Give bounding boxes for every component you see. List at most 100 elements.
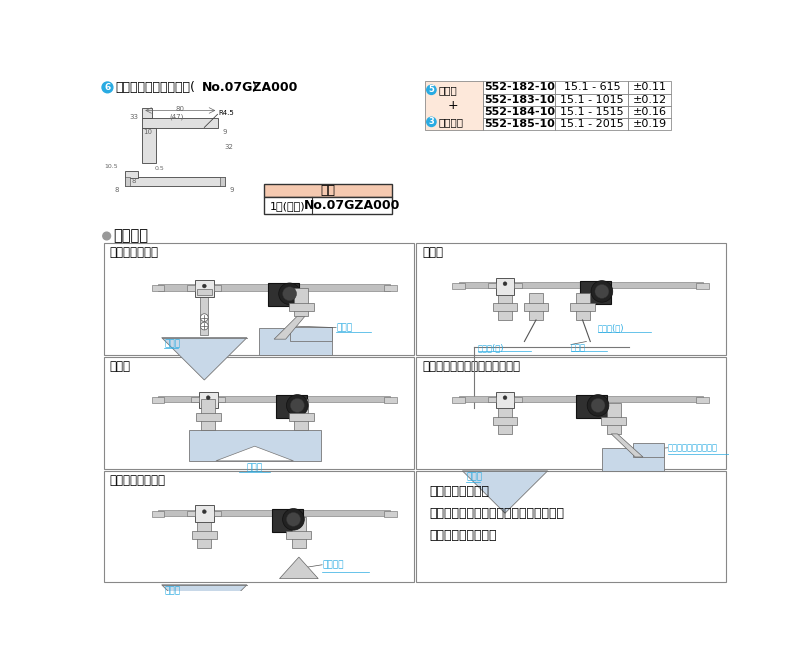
Circle shape [200, 314, 208, 321]
Bar [151, 511, 164, 517]
Text: 32: 32 [224, 145, 233, 151]
Bar [514, 397, 522, 402]
Bar [289, 303, 313, 311]
Bar [158, 510, 390, 517]
Text: 中心线型: 中心线型 [322, 560, 343, 569]
Bar [158, 396, 390, 402]
Text: 552-182-10: 552-182-10 [484, 82, 555, 92]
Text: +: + [448, 100, 458, 112]
Bar [452, 283, 465, 289]
Text: 用于高度卡尺的划线器(: 用于高度卡尺的划线器( [115, 81, 195, 94]
Bar [197, 289, 212, 295]
Bar [143, 118, 218, 128]
Text: 平板型: 平板型 [164, 339, 180, 348]
Bar [294, 399, 308, 430]
Bar [416, 357, 726, 469]
Text: 平板型: 平板型 [438, 85, 457, 95]
Bar [514, 283, 522, 288]
Circle shape [595, 284, 609, 298]
Bar [629, 118, 671, 131]
Bar [633, 443, 664, 457]
Bar [384, 511, 397, 517]
Text: 15.1 - 2015: 15.1 - 2015 [560, 120, 624, 129]
Text: 9: 9 [229, 187, 233, 193]
Bar [498, 399, 512, 434]
Bar [556, 118, 629, 131]
Bar [601, 417, 626, 425]
Bar [484, 94, 556, 106]
Text: 平板型: 平板型 [164, 586, 180, 596]
Bar [576, 293, 590, 320]
Bar [458, 282, 702, 288]
Bar [570, 303, 595, 311]
Text: 划线型(左): 划线型(左) [478, 343, 505, 352]
Bar [580, 281, 612, 303]
Circle shape [290, 398, 305, 412]
Bar [697, 397, 709, 403]
Text: 平板型＋用于高度卡尺的划线器: 平板型＋用于高度卡尺的划线器 [422, 361, 520, 373]
Bar [498, 286, 512, 320]
Text: 8: 8 [114, 187, 119, 193]
Bar [220, 177, 225, 186]
Circle shape [102, 82, 113, 93]
Circle shape [202, 284, 207, 288]
Circle shape [279, 283, 301, 305]
Circle shape [283, 287, 296, 301]
Polygon shape [162, 585, 247, 627]
Bar [214, 511, 221, 517]
Text: 15.1 - 1015: 15.1 - 1015 [560, 95, 624, 105]
Circle shape [427, 118, 436, 127]
Bar [556, 81, 629, 94]
Bar [607, 403, 620, 434]
Text: 货号: 货号 [321, 184, 335, 197]
Text: 用于高度卡尺的划线器: 用于高度卡尺的划线器 [667, 444, 718, 452]
Text: 15.1 - 615: 15.1 - 615 [564, 82, 620, 92]
Text: 3: 3 [428, 118, 434, 126]
Bar [484, 81, 556, 94]
Bar [200, 291, 208, 335]
Text: No.07GZA000: No.07GZA000 [304, 199, 400, 212]
Text: 5: 5 [428, 86, 434, 94]
Text: 尖爪型: 尖爪型 [110, 361, 130, 373]
Bar [289, 413, 313, 421]
Circle shape [287, 394, 308, 416]
Text: 552-184-10: 552-184-10 [484, 107, 555, 117]
Text: 划线型(右): 划线型(右) [598, 324, 625, 333]
Circle shape [587, 394, 609, 416]
Text: (47): (47) [169, 114, 184, 120]
Bar [629, 94, 671, 106]
Circle shape [202, 510, 207, 513]
Text: ±0.12: ±0.12 [633, 95, 667, 105]
Circle shape [591, 281, 612, 302]
Bar [577, 394, 608, 418]
Bar [192, 531, 217, 539]
Bar [416, 471, 726, 582]
Circle shape [503, 282, 507, 286]
Bar [196, 413, 220, 421]
Circle shape [200, 322, 208, 330]
Bar [151, 286, 164, 291]
Bar [264, 197, 392, 214]
Text: 8: 8 [131, 177, 136, 183]
Bar [292, 517, 306, 548]
Circle shape [427, 85, 436, 94]
Bar [275, 394, 307, 418]
Circle shape [103, 232, 110, 240]
Text: 平板型＋中心线型: 平板型＋中心线型 [110, 474, 166, 487]
Text: 上述为组合示例。
关于上述以外的组合使用量爪时的精度，
请与三丰公司联系。: 上述为组合示例。 关于上述以外的组合使用量爪时的精度， 请与三丰公司联系。 [430, 485, 565, 542]
Bar [268, 283, 299, 306]
Bar [195, 280, 214, 297]
Bar [104, 471, 414, 582]
Polygon shape [216, 446, 293, 461]
Bar [195, 505, 214, 523]
Circle shape [503, 396, 507, 400]
Bar [488, 397, 496, 402]
Bar [158, 284, 390, 291]
Text: 9: 9 [223, 129, 228, 135]
Bar [198, 513, 211, 548]
Bar [125, 171, 139, 178]
Bar [496, 278, 514, 295]
Bar [697, 283, 709, 289]
Bar [125, 177, 225, 186]
Bar [258, 327, 332, 355]
